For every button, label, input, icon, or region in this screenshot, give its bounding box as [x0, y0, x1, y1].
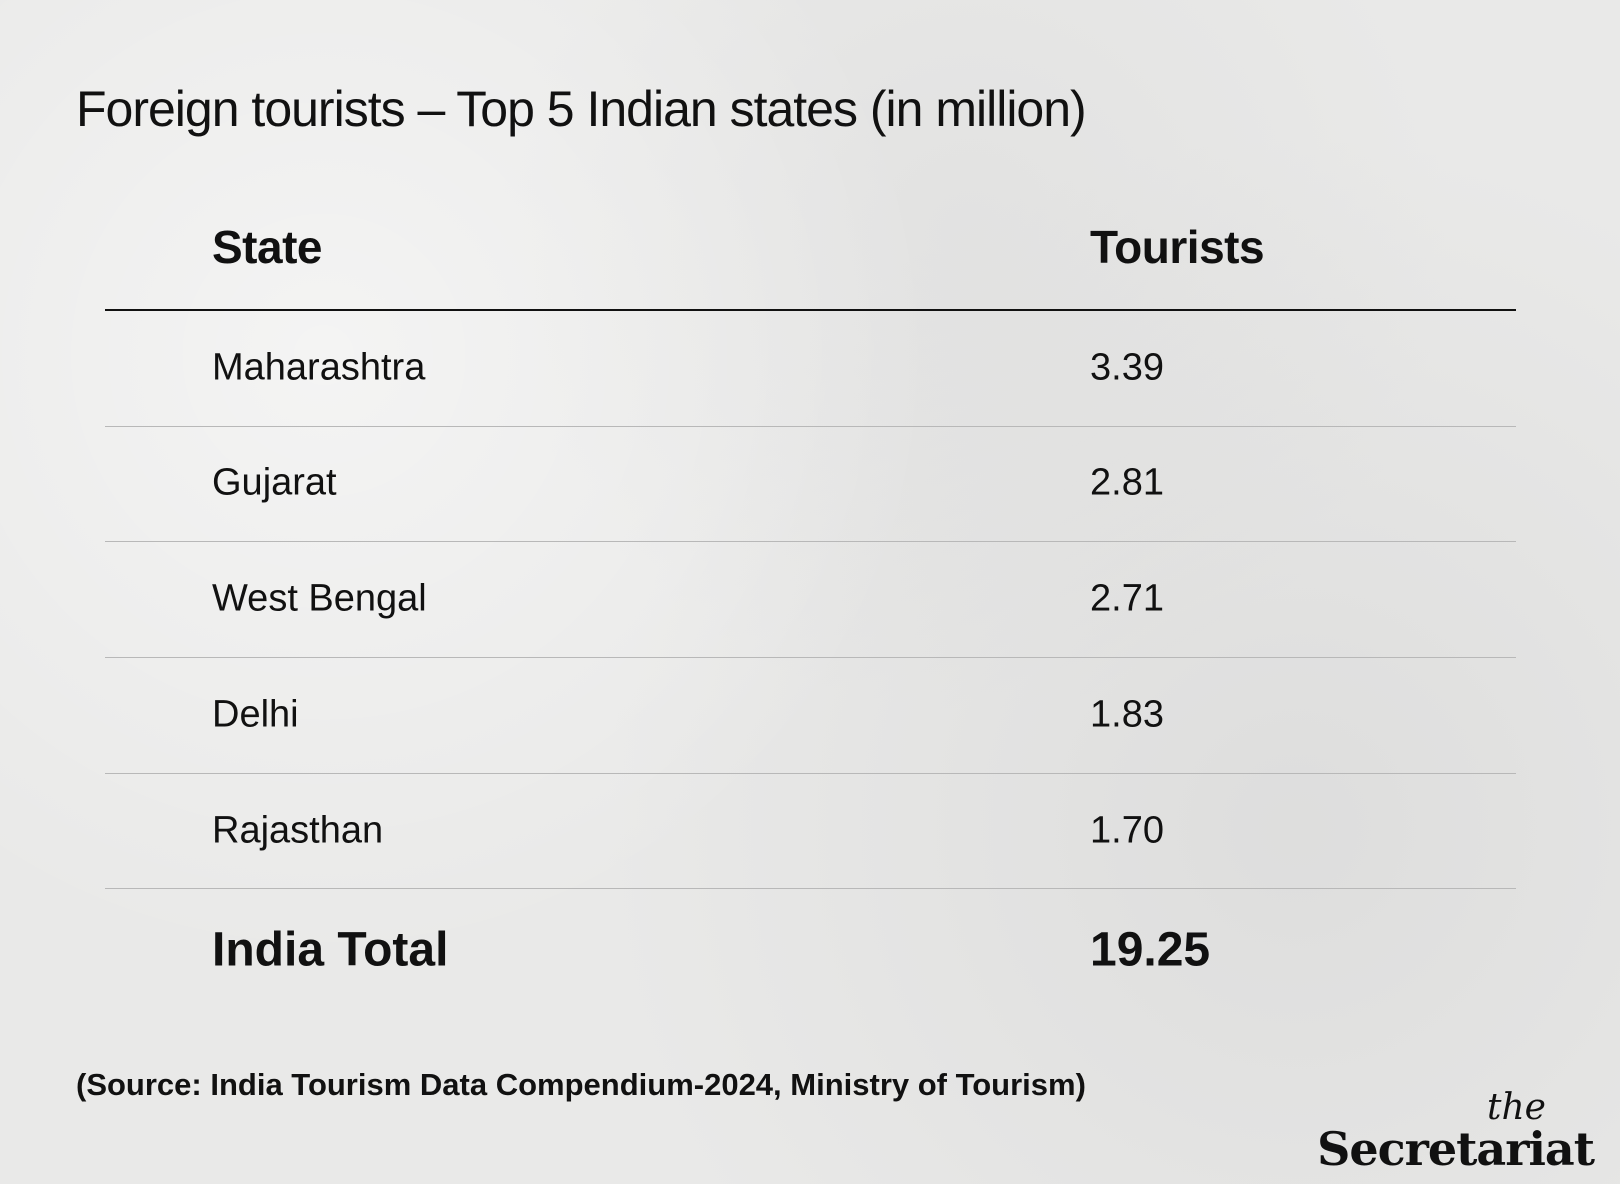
table-cell-tourists: 3.39 [1090, 346, 1164, 389]
row-divider [105, 773, 1516, 774]
table-cell-tourists: 2.71 [1090, 577, 1164, 620]
total-value: 19.25 [1090, 923, 1211, 977]
table-cell-tourists: 1.70 [1090, 809, 1164, 852]
table-cell-state: Rajasthan [212, 809, 384, 852]
total-label: India Total [212, 923, 449, 977]
header-divider [105, 309, 1516, 311]
row-divider [105, 541, 1516, 542]
logo-the: the [1487, 1087, 1546, 1128]
table-cell-state: West Bengal [212, 577, 427, 620]
table-cell-state: Gujarat [212, 461, 337, 504]
column-header-tourists: Tourists [1090, 221, 1265, 273]
table-cell-tourists: 2.81 [1090, 461, 1164, 504]
table-cell-state: Delhi [212, 693, 299, 736]
source-note: (Source: India Tourism Data Compendium-2… [76, 1067, 1086, 1102]
column-header-state: State [212, 221, 322, 273]
row-divider [105, 657, 1516, 658]
table-cell-state: Maharashtra [212, 346, 426, 389]
logo-name: Secretariat [1317, 1122, 1595, 1176]
row-divider [105, 888, 1516, 889]
chart-title: Foreign tourists – Top 5 Indian states (… [76, 81, 1087, 137]
table-cell-tourists: 1.83 [1090, 693, 1164, 736]
row-divider [105, 426, 1516, 427]
logo: the Secretariat [1317, 1087, 1595, 1176]
